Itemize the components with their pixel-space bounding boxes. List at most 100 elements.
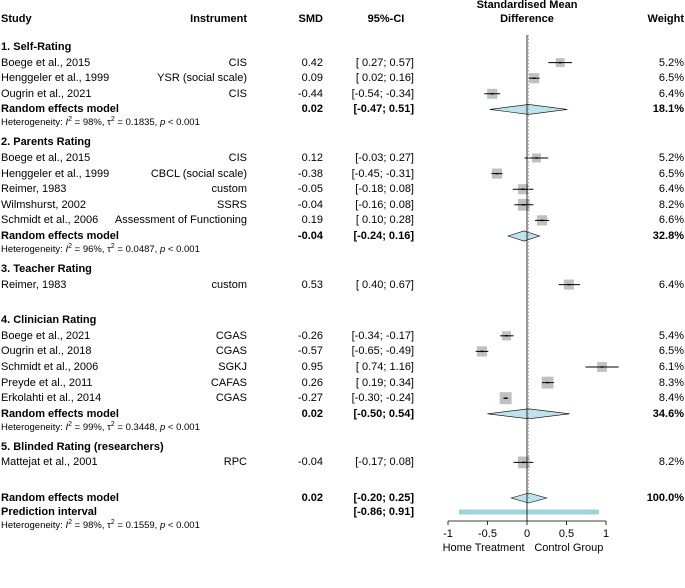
header-smd: SMD [298,13,323,25]
study-ci: [-0.34; -0.17] [351,329,414,342]
study-smd: 0.12 [301,152,323,164]
study-weight: 6.5% [658,167,684,180]
study-weight: 8.2% [658,198,684,211]
study-weight: 8.2% [658,456,684,469]
header-weight: Weight [647,13,684,25]
study-name: Reimer, 1983 [1,183,67,196]
study-instrument: SGKJ [218,361,247,373]
header-instrument: Instrument [190,13,247,25]
study-weight: 6.5% [658,72,684,85]
study-instrument: CGAS [215,345,247,358]
x-axis-tick-label: -1 [443,528,453,540]
study-name: Schmidt et al., 2006 [1,361,99,373]
heterogeneity-tau2: 0.3448 [125,421,155,433]
study-name: Boege et al., 2015 [1,56,91,69]
study-instrument: CIS [228,152,247,164]
prediction-interval-bar [459,509,599,515]
group-title: 4. Clinician Rating [1,314,97,327]
header-study: Study [1,13,32,25]
heterogeneity-i2: 99% [82,421,102,433]
study-smd: 0.19 [301,214,323,227]
heterogeneity-i2: 96% [82,244,102,255]
heterogeneity-tau2: 0.0487 [125,244,155,255]
study-weight: 5.2% [658,152,684,164]
subgroup-pooled-label: Random effects model [1,230,119,242]
header-plot-title-line1: Standardised Mean [476,0,578,11]
study-weight: 6.6% [658,214,684,227]
study-smd: -0.57 [297,345,323,358]
study-name: Mattejat et al., 2001 [1,456,98,469]
study-instrument: custom [211,183,247,196]
study-ci: [-0.65; -0.49] [351,345,414,358]
heterogeneity-tau2: 0.1835 [125,117,155,129]
subgroup-heterogeneity: Heterogeneity: I2 = 98%, τ2 = 0.1835, p … [1,116,200,129]
prediction-interval-ci: [-0.86; 0.91] [353,506,414,518]
study-ci: [-0.03; 0.27] [355,152,414,164]
study-name: Schmidt et al., 2006 [1,214,99,227]
study-smd: 0.09 [301,72,323,85]
prediction-interval-label: Prediction interval [1,506,97,518]
heterogeneity-p: 0.001 [176,244,200,255]
study-weight: 8.3% [658,376,684,389]
study-weight: 6.4% [658,278,684,291]
subgroup-pooled-smd: 0.02 [301,103,323,116]
study-name: Ougrin et al., 2018 [1,345,92,358]
heterogeneity-i2: 98% [82,520,102,531]
study-smd: 0.26 [301,376,323,389]
study-smd: 0.53 [301,278,323,291]
subgroup-pooled-smd: 0.02 [301,407,323,420]
study-name: Wilmshurst, 2002 [1,198,86,211]
study-smd: 0.95 [301,361,323,373]
study-smd: -0.38 [297,167,323,180]
subgroup-heterogeneity: Heterogeneity: I2 = 99%, τ2 = 0.3448, p … [1,420,200,433]
study-weight: 8.4% [658,392,684,405]
study-name: Ougrin et al., 2021 [1,87,92,100]
group-title: 1. Self-Rating [1,41,72,53]
study-name: Reimer, 1983 [1,278,67,291]
study-ci: [-0.30; -0.24] [351,392,414,405]
overall-pooled-label: Random effects model [1,492,119,504]
subgroup-pooled-ci: [-0.50; 0.54] [353,407,414,420]
subgroup-pooled-weight: 32.8% [652,230,684,242]
x-axis-label-right: Control Group [534,542,604,554]
x-axis-tick-label: 1 [602,528,610,540]
heterogeneity-tau2: 0.1559 [125,520,155,531]
study-weight: 6.4% [658,87,684,100]
study-ci: [-0.18; 0.08] [355,183,414,196]
x-axis-tick-label: 0.5 [558,528,575,540]
heterogeneity-p: 0.001 [176,117,200,129]
subgroup-heterogeneity: Heterogeneity: I2 = 96%, τ2 = 0.0487, p … [1,243,200,255]
study-name: Henggeler et al., 1999 [1,167,110,180]
overall-pooled-diamond [510,492,548,504]
study-ci: [ 0.19; 0.34] [355,376,414,389]
study-name: Erkolahti et al., 2014 [1,392,102,405]
group-title: 3. Teacher Rating [1,263,92,275]
study-weight: 6.1% [658,361,684,373]
study-smd: -0.44 [297,87,323,100]
group-title: 5. Blinded Rating (researchers) [1,440,164,453]
study-instrument: CIS [228,87,247,100]
study-weight: 5.4% [658,329,684,342]
overall-pooled-weight: 100.0% [646,492,684,504]
subgroup-pooled-label: Random effects model [1,407,119,420]
study-instrument: YSR (social scale) [157,72,247,85]
x-axis-tick-label: 0 [523,528,531,540]
study-weight: 6.5% [658,345,684,358]
study-ci: [ 0.02; 0.16] [355,72,414,85]
study-ci: [-0.16; 0.08] [355,198,414,211]
heterogeneity-p: 0.001 [176,520,200,531]
x-axis-label-left: Home Treatment [442,542,525,554]
heterogeneity-p: 0.001 [176,421,200,433]
study-smd: -0.04 [297,456,323,469]
study-instrument: CGAS [215,329,247,342]
study-smd: -0.05 [297,183,323,196]
group-title: 2. Parents Rating [1,136,91,149]
study-instrument: Assessment of Functioning [114,214,247,227]
overall-pooled-smd: 0.02 [301,492,323,504]
study-weight: 5.2% [658,56,684,69]
study-ci: [-0.45; -0.31] [351,167,414,180]
study-ci: [ 0.40; 0.67] [355,278,414,291]
subgroup-pooled-ci: [-0.24; 0.16] [353,230,414,242]
study-smd: -0.26 [297,329,323,342]
